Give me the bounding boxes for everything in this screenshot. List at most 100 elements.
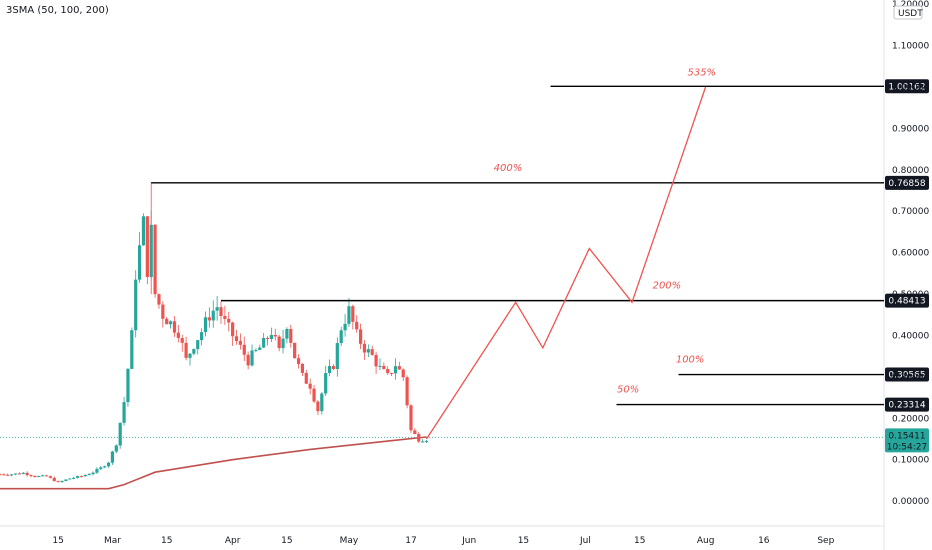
candle-body — [300, 363, 305, 373]
y-tick-label: 0.10000 — [892, 456, 929, 466]
level-percent-label: 200% — [653, 281, 682, 292]
candle-body — [238, 340, 242, 345]
candle-body — [304, 372, 308, 384]
candle-body — [393, 366, 398, 374]
y-tick-label: 1.10000 — [892, 42, 929, 52]
candle-body — [316, 401, 320, 412]
level-percent-label: 400% — [494, 163, 523, 174]
candle-body — [293, 342, 297, 359]
candle-body — [192, 349, 196, 354]
candle-body — [223, 316, 227, 319]
candle-body — [351, 306, 355, 322]
x-tick-label: 15 — [52, 536, 63, 546]
y-tick-label: 0.20000 — [892, 414, 929, 424]
candle-body — [200, 332, 204, 341]
indicator-label: 3SMA (50, 100, 200) — [6, 5, 109, 16]
candle-body — [145, 216, 149, 277]
candle-body — [114, 445, 118, 452]
candle-body — [401, 369, 405, 378]
candle-body — [196, 340, 200, 350]
candle-body — [320, 393, 324, 412]
candle-body — [370, 349, 374, 355]
unit-label: USDT — [898, 9, 923, 19]
unit-box[interactable] — [893, 5, 923, 20]
candle-body — [172, 321, 177, 333]
current-price-tag[interactable] — [885, 428, 929, 453]
price-axis[interactable]: 0.00000 0.10000 0.20000 0.30000 0.40000 0.500… — [885, 0, 929, 507]
x-tick-label: Apr — [225, 536, 241, 546]
candle-body — [72, 477, 76, 479]
level-percent-label: 100% — [676, 355, 705, 366]
candle-body — [366, 349, 370, 353]
sma-200-line — [0, 436, 427, 490]
candle-body — [254, 349, 258, 351]
candle-body — [79, 476, 84, 478]
candle-body — [358, 329, 363, 344]
y-tick-label: 0.90000 — [892, 124, 929, 134]
candle-body — [207, 317, 211, 321]
y-tick-label: 1.20000 — [892, 0, 929, 10]
candle-body — [285, 328, 289, 339]
level-price-label: 0.76858 — [888, 179, 925, 189]
projection-path — [425, 86, 707, 440]
candle-body — [308, 383, 312, 389]
y-tick-label: 0.60000 — [892, 249, 929, 259]
candle-body — [424, 441, 429, 443]
candle-body — [417, 434, 421, 442]
candle-body — [168, 321, 173, 325]
level-price-label: 0.23314 — [888, 401, 925, 411]
candle-body — [386, 369, 390, 374]
candle-body — [110, 451, 115, 463]
grid — [0, 0, 885, 550]
candle-body — [355, 321, 359, 330]
candle-body — [29, 475, 33, 477]
y-tick-label: 0.40000 — [892, 331, 929, 341]
candle-body — [60, 480, 64, 482]
candle-body — [347, 306, 351, 324]
candle-body — [374, 354, 378, 367]
current-price-label: 0.15411 — [888, 431, 925, 441]
candle-body — [382, 365, 386, 370]
candle-body — [242, 344, 246, 355]
candle-body — [75, 476, 80, 478]
candle-body — [130, 330, 134, 369]
candle-body — [180, 338, 184, 343]
candle-body — [277, 336, 281, 349]
candle-body — [409, 405, 413, 431]
candle-body — [161, 304, 165, 319]
level-percent-label: 50% — [617, 385, 639, 396]
candle-body — [389, 373, 394, 375]
time-axis[interactable]: 15 Mar 15 Apr 15 May 17 Jun 15 Jul 15 Aug 16 Sep — [52, 536, 834, 546]
candle-body — [21, 472, 25, 474]
candle-body — [227, 318, 231, 323]
candle-body — [331, 366, 336, 369]
candle-body — [343, 323, 347, 331]
candle-body — [184, 342, 188, 358]
candle-body — [106, 462, 111, 467]
candle-body — [234, 336, 239, 341]
candle-body — [37, 475, 41, 477]
candle-body — [397, 366, 401, 370]
level-price-label: 1.00162 — [888, 82, 925, 92]
level-percent-label: 535% — [687, 67, 716, 78]
candle-body — [281, 338, 285, 349]
candle-body — [421, 441, 425, 443]
candle-body — [258, 347, 262, 350]
candle-body — [413, 430, 417, 435]
candle-body — [91, 472, 95, 475]
candle-body — [157, 294, 161, 305]
candle-body — [165, 318, 169, 325]
x-tick-label: Jun — [461, 536, 476, 546]
x-tick-label: Jul — [579, 536, 591, 546]
level-price-label: 0.48413 — [888, 297, 925, 307]
level-price-tag — [885, 175, 929, 190]
candle-body — [56, 481, 60, 483]
candle-body — [44, 475, 49, 477]
candle-body — [64, 479, 68, 481]
candlesticks — [0, 182, 429, 483]
candle-body — [13, 473, 18, 475]
candle-body — [339, 330, 343, 344]
candle-body — [33, 475, 37, 477]
projection-line — [425, 86, 707, 440]
